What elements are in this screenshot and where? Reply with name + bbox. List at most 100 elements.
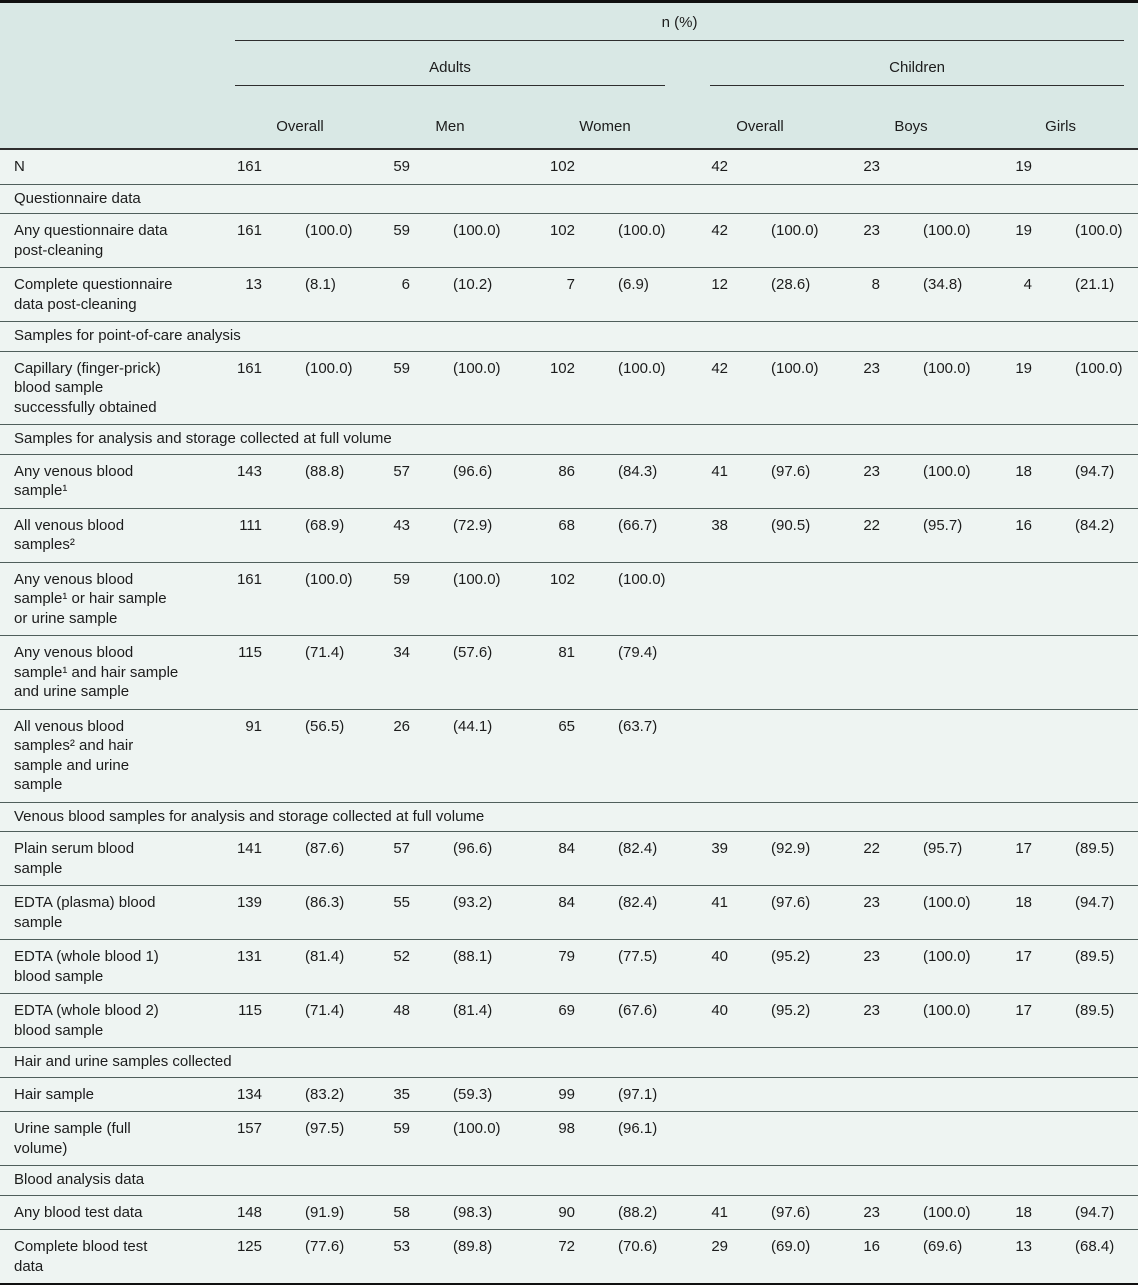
col-adults-overall: Overall [235,86,385,149]
n-value: 42 [711,359,728,377]
adults-group-cell: Adults [235,41,695,86]
row-label: Complete questionnaire data post-cleanin… [14,276,173,313]
children-group-label: Children [889,59,946,76]
n-value [997,1112,1033,1166]
n-value: 16 [1015,516,1032,534]
n-value [845,1112,881,1166]
pct-value [1033,1112,1138,1166]
pct-value [1033,562,1138,636]
measure-header-cell: n (%) [235,1,1138,41]
pct-value [881,562,997,636]
n-value: 41 [711,894,728,911]
n-value: 22 [863,516,880,534]
column-header-row: Overall Men Women Overall Boys Girls [0,86,1138,149]
pct-value [1033,636,1138,710]
pct-value: (59.3) [453,1085,493,1103]
pct-value: (67.6) [618,1002,658,1019]
pct-value: (82.4) [618,894,658,911]
n-value: 39 [711,840,728,857]
n-value: 23 [863,359,880,377]
pct-value: (97.6) [771,1203,811,1221]
n-value [695,1077,729,1112]
pct-value: (100.0) [1075,222,1123,239]
pct-value: (81.4) [453,1002,493,1019]
pct-value [263,149,385,184]
n-value: 40 [711,1002,728,1019]
n-value [997,1077,1033,1112]
col-children-girls: Girls [997,86,1138,149]
table-header: n (%) Adults Children [0,1,1138,149]
row-label: Any questionnaire data post-cleaning [14,222,168,259]
header-spacer [0,1,235,41]
section-label: Venous blood samples for analysis and st… [14,807,485,825]
pct-value: (92.9) [771,840,811,857]
n-value: 157 [236,1120,262,1137]
pct-value: (100.0) [923,894,971,911]
n-value: 59 [393,158,410,175]
n-value: 42 [711,158,728,175]
n-value: 115 [238,1002,262,1019]
pct-value: (66.7) [618,516,658,534]
pct-value: (10.2) [453,276,493,293]
n-value: 65 [558,717,575,735]
section-label: Hair and urine samples collected [14,1053,232,1070]
pct-value [729,1112,845,1166]
n-value: 29 [711,1238,728,1255]
section-label: Samples for analysis and storage collect… [14,430,392,447]
pct-value: (71.4) [305,1002,345,1019]
n-value: 139 [236,894,262,911]
n-value: 102 [549,158,575,175]
n-value: 41 [711,462,728,480]
n-value: 23 [863,222,880,239]
n-value: 57 [393,462,410,480]
n-value: 18 [1015,462,1032,480]
n-value: 23 [863,1203,880,1221]
n-value: 43 [393,516,410,534]
col-children-overall: Overall [695,86,845,149]
pct-value: (68.9) [305,516,345,534]
section-row: Samples for point-of-care analysis [0,321,1138,352]
pct-value: (84.2) [1075,516,1115,534]
row-label: N [14,158,25,175]
n-value: 23 [863,894,880,911]
pct-value [881,709,997,802]
n-value: 91 [245,717,262,735]
table-row: EDTA (whole blood 1) blood sample 131 (81.… [0,939,1138,994]
pct-value: (96.6) [453,462,493,480]
table-row: Capillary (finger-prick) blood sample su… [0,351,1138,425]
pct-value: (97.5) [305,1120,345,1137]
row-label: Plain serum blood sample [14,840,135,877]
pct-value: (97.6) [771,462,811,480]
pct-value: (82.4) [618,840,658,857]
n-value: 98 [558,1120,575,1137]
n-value: 84 [558,840,575,857]
pct-value: (6.9) [618,276,649,293]
children-underline: Children [710,58,1125,86]
pct-value: (84.3) [618,462,658,480]
pct-value: (69.6) [923,1238,963,1255]
table-row: All venous blood samples² 111 (68.9) 43 (72.… [0,508,1138,562]
n-value: 111 [239,516,262,534]
pct-value: (95.2) [771,1002,811,1019]
row-label: All venous blood samples² and hair sampl… [14,717,134,794]
pct-value: (100.0) [923,222,971,239]
n-value: 18 [1015,894,1032,911]
n-value: 81 [558,644,575,661]
header-spacer [0,41,235,86]
n-value: 84 [558,894,575,911]
n-value: 26 [393,717,410,735]
n-value: 148 [236,1203,262,1221]
n-value: 12 [711,276,728,293]
n-value: 8 [871,276,880,293]
pct-value: (100.0) [771,359,819,377]
row-label: Hair sample [14,1085,95,1103]
row-label: Any blood test data [14,1203,143,1221]
measure-underline: n (%) [235,13,1125,41]
n-value: 16 [863,1238,880,1255]
n-value [695,636,729,710]
table-row: EDTA (whole blood 2) blood sample 115 (71.… [0,993,1138,1048]
col-adults-men: Men [385,86,535,149]
pct-value: (94.7) [1075,462,1115,480]
